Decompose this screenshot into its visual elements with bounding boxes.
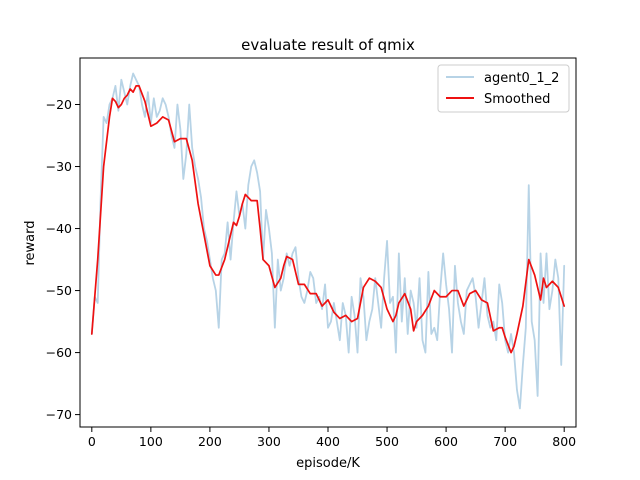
x-tick-label: 500 — [375, 434, 399, 449]
x-tick-label: 100 — [139, 434, 163, 449]
y-axis: −70 −60 −50 −40 −30 −20 — [46, 97, 80, 422]
x-tick-label: 200 — [198, 434, 222, 449]
y-tick-label: −50 — [46, 283, 72, 298]
x-tick-label: 800 — [552, 434, 576, 449]
legend-label-agent: agent0_1_2 — [484, 71, 559, 86]
x-tick-label: 600 — [434, 434, 458, 449]
y-tick-label: −40 — [46, 221, 72, 236]
x-tick-label: 400 — [316, 434, 340, 449]
series-line-1 — [90, 85, 566, 354]
legend: agent0_1_2 Smoothed — [437, 64, 570, 113]
x-axis-label: episode/K — [296, 456, 360, 471]
chart-title: evaluate result of qmix — [241, 36, 415, 54]
plot-area — [90, 72, 566, 410]
y-tick-label: −30 — [46, 159, 72, 174]
y-axis-label: reward — [23, 220, 38, 265]
y-tick-label: −20 — [46, 97, 72, 112]
x-axis: 0 100 200 300 400 500 600 700 800 — [88, 427, 576, 449]
y-tick-label: −70 — [46, 407, 72, 422]
legend-label-smoothed: Smoothed — [484, 92, 550, 107]
x-tick-label: 0 — [88, 434, 96, 449]
x-tick-label: 300 — [257, 434, 281, 449]
y-tick-label: −60 — [46, 345, 72, 360]
x-tick-label: 700 — [493, 434, 517, 449]
